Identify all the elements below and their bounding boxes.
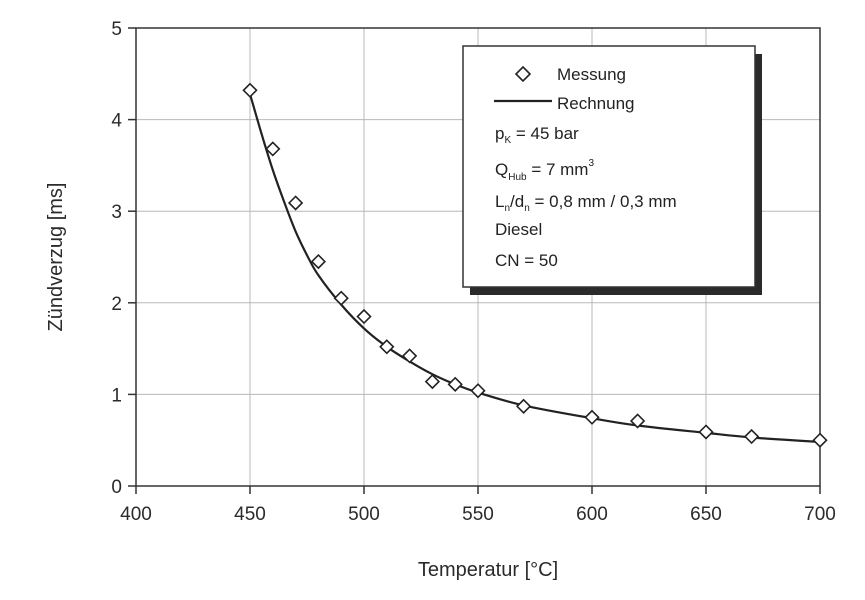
x-tick-label: 400 xyxy=(120,504,152,525)
y-tick-label: 5 xyxy=(111,19,122,40)
data-point-messung xyxy=(356,308,372,325)
data-point-messung xyxy=(242,82,258,98)
legend-fuel: Diesel xyxy=(495,220,542,239)
legend-computed-label: Rechnung xyxy=(557,94,635,113)
legend-measured-label: Messung xyxy=(557,65,626,84)
series-messung-points xyxy=(242,82,828,448)
data-point-messung xyxy=(379,339,395,355)
x-axis-title: Temperatur [°C] xyxy=(418,559,558,581)
y-tick-label: 4 xyxy=(111,111,122,132)
legend-nozzle-geometry: Ln/dn = 0,8 mm / 0,3 mm xyxy=(495,192,677,214)
y-axis-title: Zündverzug [ms] xyxy=(45,183,67,332)
data-point-messung xyxy=(265,141,281,157)
data-point-messung xyxy=(470,383,486,399)
data-point-messung xyxy=(584,409,600,425)
legend-box xyxy=(462,45,756,288)
data-point-messung xyxy=(698,424,714,440)
legend-diamond-icon xyxy=(514,65,532,83)
data-point-messung xyxy=(629,413,646,429)
y-tick-labels: 0 1 2 3 4 5 xyxy=(111,19,122,498)
x-tick-labels: 400 450 500 550 600 650 700 xyxy=(120,504,836,525)
data-point-messung xyxy=(447,376,463,392)
legend-pressure: pK = 45 bar xyxy=(495,124,579,146)
data-point-messung xyxy=(743,428,760,445)
x-tick-label: 450 xyxy=(234,504,266,525)
y-tick-label: 2 xyxy=(111,294,122,315)
data-point-messung xyxy=(424,373,441,390)
data-point-messung xyxy=(333,290,349,306)
axis-ticks xyxy=(128,27,821,494)
legend-injection-quantity: QHub = 7 mm3 xyxy=(495,158,594,183)
x-tick-label: 500 xyxy=(348,504,380,525)
x-tick-label: 700 xyxy=(804,504,836,525)
data-point-messung xyxy=(515,398,532,414)
x-tick-label: 550 xyxy=(462,504,494,525)
legend: Messung Rechnung pK = 45 bar QHub = 7 mm… xyxy=(462,45,762,295)
x-tick-label: 600 xyxy=(576,504,608,525)
data-point-messung xyxy=(287,195,304,211)
y-tick-label: 1 xyxy=(111,385,122,406)
x-tick-label: 650 xyxy=(690,504,722,525)
legend-cetane-number: CN = 50 xyxy=(495,251,558,270)
y-tick-label: 3 xyxy=(111,202,122,223)
data-point-messung xyxy=(310,253,327,270)
y-tick-label: 0 xyxy=(111,477,122,498)
data-point-messung xyxy=(812,432,828,448)
data-point-messung xyxy=(401,348,418,364)
